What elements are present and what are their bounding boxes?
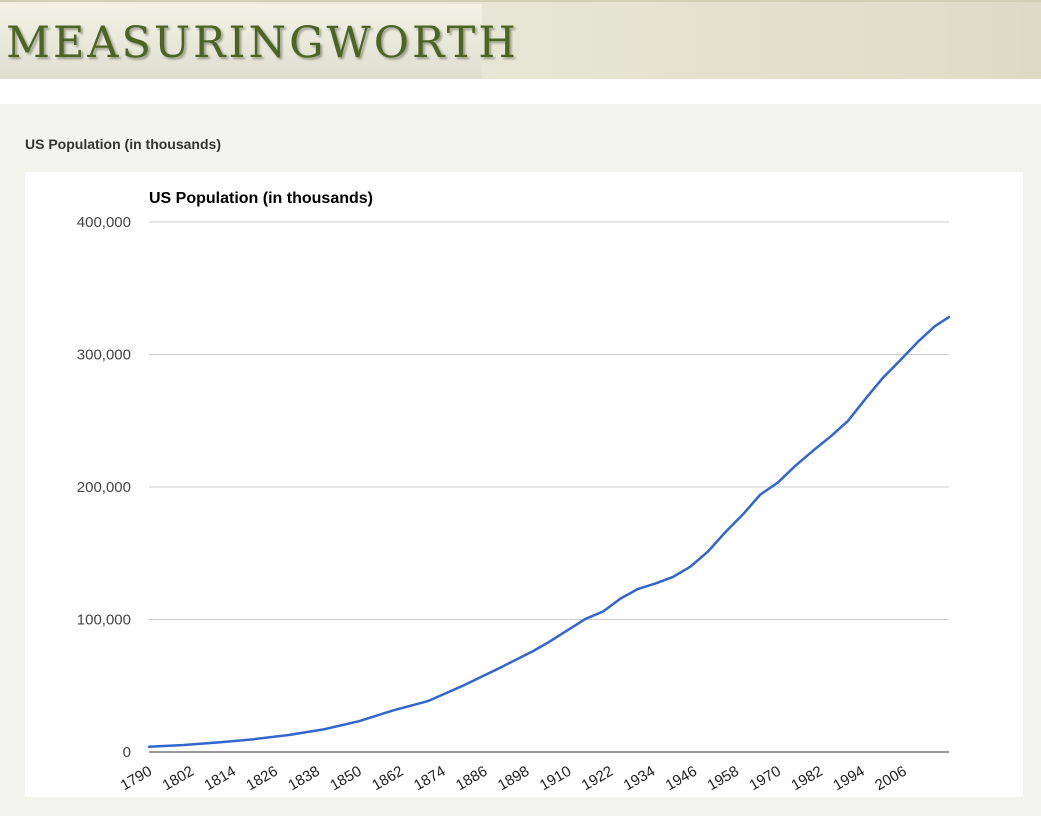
y-tick-label: 300,000 [77,347,131,364]
x-tick-label: 1874 [411,763,448,794]
x-tick-label: 1946 [663,763,700,794]
logo-banner[interactable]: MEASURINGWORTH [0,4,516,81]
x-tick-label: 1862 [369,763,406,794]
x-tick-label: 1826 [243,763,280,794]
y-tick-label: 200,000 [77,479,131,496]
x-tick-label: 1958 [704,763,741,794]
x-tick-label: 1802 [160,763,197,794]
population-line-chart: US Population (in thousands) 0 100,000 200… [77,190,951,794]
site-logo[interactable]: MEASURINGWORTH [6,18,519,68]
series-layer [147,315,951,749]
y-tick-label: 400,000 [77,214,131,231]
site-header: MEASURINGWORTH [0,0,1041,81]
chart-container: US Population (in thousands) 0 100,000 200… [25,172,1023,797]
x-tick-label: 1790 [118,763,155,794]
chart-section-title: US Population (in thousands) [25,136,221,152]
header-divider [0,79,1041,104]
x-tick-label: 1922 [579,763,616,794]
y-tick-label: 0 [123,744,131,761]
chart-title: US Population (in thousands) [149,190,373,207]
y-axis-ticks: 0 100,000 200,000 300,000 400,000 [77,214,131,761]
y-tick-label: 100,000 [77,612,131,629]
x-tick-label: 1982 [788,763,825,794]
x-tick-label: 1994 [830,763,867,794]
x-tick-label: 1910 [537,763,574,794]
x-tick-label: 1886 [453,763,490,794]
x-tick-label: 1850 [327,763,364,794]
x-tick-label: 2006 [872,763,909,794]
x-tick-label: 1970 [746,763,783,794]
x-tick-label: 1934 [621,763,658,794]
x-tick-label: 1838 [285,763,322,794]
population-series-line[interactable] [147,315,951,749]
gridlines [149,221,949,753]
x-tick-label: 1814 [201,763,238,794]
x-tick-label: 1898 [495,763,532,794]
x-axis-ticks: 1790 1802 1814 1826 1838 1850 1862 1874 1886 1898… [118,763,910,794]
